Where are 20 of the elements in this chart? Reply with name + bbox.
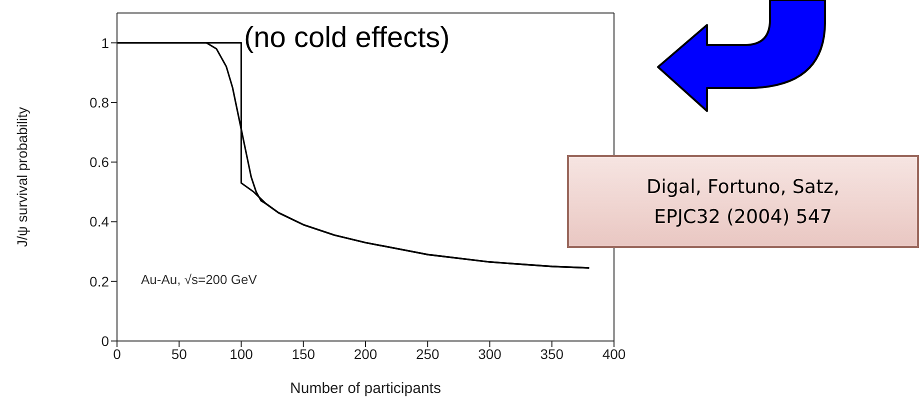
x-tick-label: 150 xyxy=(292,346,316,362)
y-tick-label: 0.4 xyxy=(90,214,110,230)
y-tick-label: 0.8 xyxy=(90,94,110,110)
y-tick-label: 0 xyxy=(101,332,110,349)
citation-box: Digal, Fortuno, Satz, EPJC32 (2004) 547 xyxy=(567,155,919,248)
x-axis-title: Number of participants xyxy=(290,380,441,397)
x-tick-label: 200 xyxy=(354,346,378,362)
x-tick-label: 0 xyxy=(113,346,122,362)
y-tick-label: 1 xyxy=(101,34,110,51)
annotation: Au-Au, √s=200 GeV xyxy=(141,272,257,287)
y-tick-label: 0.6 xyxy=(90,154,110,170)
x-tick-label: 250 xyxy=(416,346,440,362)
x-tick-label: 350 xyxy=(540,346,564,362)
x-tick-label: 100 xyxy=(230,346,254,362)
x-tick-label: 50 xyxy=(171,346,188,362)
x-tick-label: 300 xyxy=(478,346,502,362)
x-tick-label: 400 xyxy=(602,346,626,362)
y-tick-label: 0.2 xyxy=(90,273,110,290)
y-axis-title: J/ψ survival probability xyxy=(14,107,30,247)
annotation: (no cold effects) xyxy=(244,22,450,55)
